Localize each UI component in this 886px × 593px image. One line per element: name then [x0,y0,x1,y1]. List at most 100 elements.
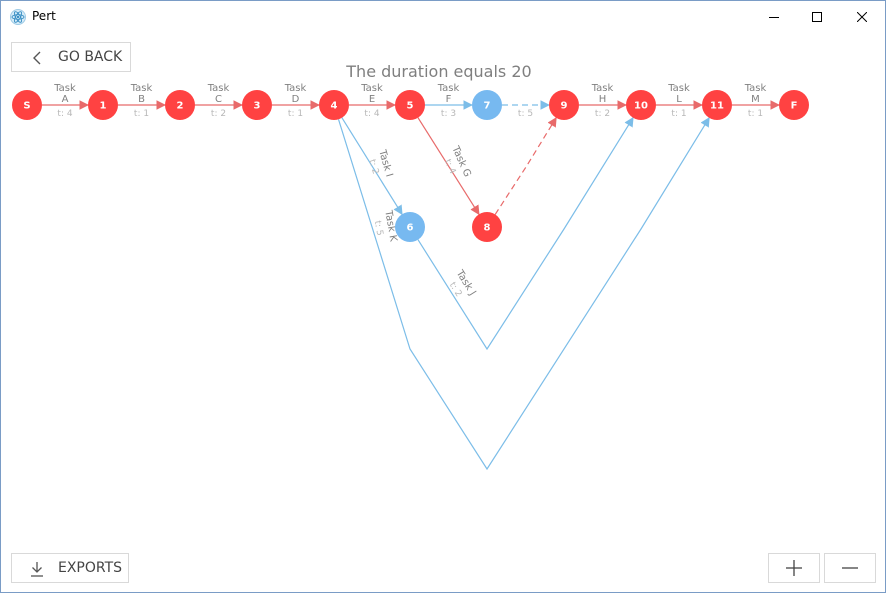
task-label-word: Task [667,83,690,94]
task-label: Task I [376,148,394,179]
task-label-letter: C [215,94,222,105]
task-time: t: 3 [441,109,456,119]
node-label: 7 [484,101,491,112]
task-label-word: Task [207,83,230,94]
title-bar: Pert [1,1,885,32]
node-circle [472,212,502,242]
task-label-letter: M [751,94,760,105]
node-f[interactable]: F [779,90,809,120]
task-label-letter: D [292,94,300,105]
task-time: t: 5 [518,109,533,119]
zoom-out-button[interactable] [824,553,876,583]
node-circle [88,90,118,120]
task-time: t: 2 [211,109,226,119]
nodes-layer: S 1 2 3 4 5 7 9 10 11 F 6 8 [12,90,809,242]
task-time: t: 4 [364,109,379,119]
task-label-letter: B [138,94,145,105]
edge-task-g [417,117,480,216]
node-5[interactable]: 5 [395,90,425,120]
chevron-left-icon [33,51,41,65]
node-7[interactable]: 7 [472,90,502,120]
task-label-word: Task [744,83,767,94]
minus-icon [842,567,858,569]
node-circle [549,90,579,120]
task-label-word: Task [360,83,383,94]
task-label-word: Task [130,83,153,94]
maximize-button[interactable] [794,1,840,32]
node-label: 2 [177,101,184,112]
node-s[interactable]: S [12,90,42,120]
minimize-icon [769,16,779,18]
node-circle [395,212,425,242]
node-10[interactable]: 10 [626,90,656,120]
zoom-in-button[interactable] [768,553,820,583]
edge-task-j [417,116,634,351]
node-circle [779,90,809,120]
task-label-letter: L [676,94,682,105]
node-3[interactable]: 3 [242,90,272,120]
node-label: 5 [407,101,414,112]
task-label-letter: F [446,94,452,105]
go-back-label: GO BACK [58,49,123,65]
task-label-word: Task [53,83,76,94]
node-6[interactable]: 6 [395,212,425,242]
duration-title: The duration equals 20 [346,62,532,81]
exports-label: EXPORTS [58,560,123,576]
edge-dummy-8-9 [494,116,557,215]
close-button[interactable] [839,1,885,32]
task-label-word: Task [591,83,614,94]
edge-task-i [341,117,403,216]
node-circle [12,90,42,120]
task-time: t: 1 [671,109,686,119]
task-time: t: 4 [57,109,72,119]
task-time: t: 1 [288,109,303,119]
task-label-word: Task [437,83,460,94]
edge-task-k [337,116,710,471]
node-8[interactable]: 8 [472,212,502,242]
go-back-button[interactable]: GO BACK [11,42,131,72]
task-label-letter: E [369,94,375,105]
node-4[interactable]: 4 [319,90,349,120]
node-9[interactable]: 9 [549,90,579,120]
node-circle [626,90,656,120]
task-time: t: 1 [748,109,763,119]
node-label: S [23,101,30,112]
maximize-icon [812,11,822,22]
task-label-group: Task Jt: 2 [447,268,478,299]
node-circle [395,90,425,120]
task-label-letter: A [62,94,69,105]
node-circle [165,90,195,120]
node-label: 4 [331,101,338,112]
exports-button[interactable]: EXPORTS [11,553,129,583]
react-atom-icon [10,9,26,25]
node-11[interactable]: 11 [702,90,732,120]
download-icon [31,562,43,577]
node-circle [242,90,272,120]
task-time: t: 1 [134,109,149,119]
node-label: 8 [484,223,491,234]
close-icon [857,11,867,22]
node-label: 1 [100,101,107,112]
task-time: t: 2 [595,109,610,119]
window-title: Pert [32,9,56,23]
task-label-letter: H [599,94,607,105]
plus-icon [786,560,802,576]
node-label: 9 [561,101,568,112]
node-1[interactable]: 1 [88,90,118,120]
node-circle [702,90,732,120]
node-2[interactable]: 2 [165,90,195,120]
edges-layer [42,100,780,471]
task-label-group: Task Kt: 5 [372,209,399,243]
task-time: t: 5 [372,220,384,237]
node-label: 3 [254,101,261,112]
node-circle [472,90,502,120]
task-label-word: Task [284,83,307,94]
task-time: t: 2 [366,158,380,175]
task-label-group: Task It: 2 [366,148,394,179]
node-label: F [791,101,798,112]
node-label: 6 [407,223,414,234]
node-label: 11 [710,101,724,112]
minimize-button[interactable] [751,1,797,32]
